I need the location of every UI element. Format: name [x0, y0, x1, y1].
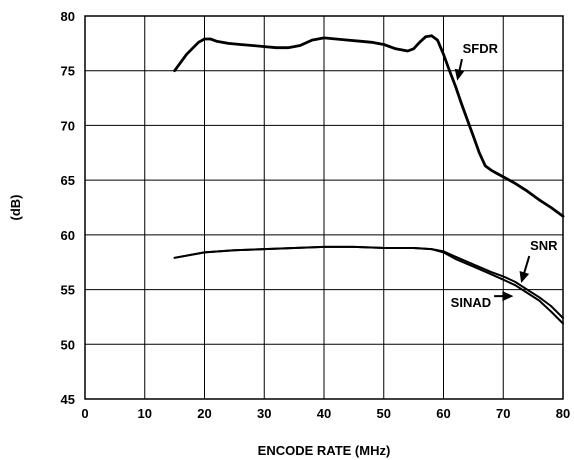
x-tick-label: 0 [81, 406, 88, 421]
series-lines [173, 34, 565, 325]
y-tick-label: 55 [61, 283, 75, 298]
y-tick-label: 60 [61, 228, 75, 243]
y-axis-label: (dB) [8, 195, 23, 221]
y-axis-ticks: 45 50 55 60 65 70 75 80 [61, 9, 75, 407]
annotation-arrow-head [502, 291, 514, 302]
series-line-sfdr [173, 34, 565, 218]
x-tick-label: 70 [496, 406, 510, 421]
annotation-sinad: SINAD [451, 295, 491, 310]
annotation-arrow-line [522, 255, 531, 276]
y-tick-label: 70 [61, 118, 75, 133]
grid [85, 16, 563, 399]
x-tick-label: 80 [556, 406, 570, 421]
y-tick-label: 50 [61, 337, 75, 352]
annotations: SFDR SNR SINAD [451, 41, 559, 310]
plot-frame [84, 15, 564, 400]
x-tick-label: 40 [317, 406, 331, 421]
series-line-snr [173, 245, 564, 319]
y-tick-label: 45 [61, 392, 75, 407]
annotation-arrow-head [454, 68, 465, 81]
x-axis-ticks: 0 10 20 30 40 50 60 70 80 [81, 406, 570, 421]
x-tick-label: 20 [197, 406, 211, 421]
annotation-sfdr: SFDR [463, 41, 499, 56]
x-tick-label: 50 [377, 406, 391, 421]
x-tick-label: 60 [436, 406, 450, 421]
y-tick-label: 75 [61, 64, 75, 79]
x-axis-label: ENCODE RATE (MHz) [258, 443, 391, 458]
x-tick-label: 10 [138, 406, 152, 421]
annotation-arrow-head [519, 271, 530, 284]
x-tick-label: 30 [257, 406, 271, 421]
y-tick-label: 65 [61, 173, 75, 188]
annotation-snr: SNR [530, 238, 558, 253]
series-line-sinad [173, 245, 564, 325]
y-tick-label: 80 [61, 9, 75, 24]
